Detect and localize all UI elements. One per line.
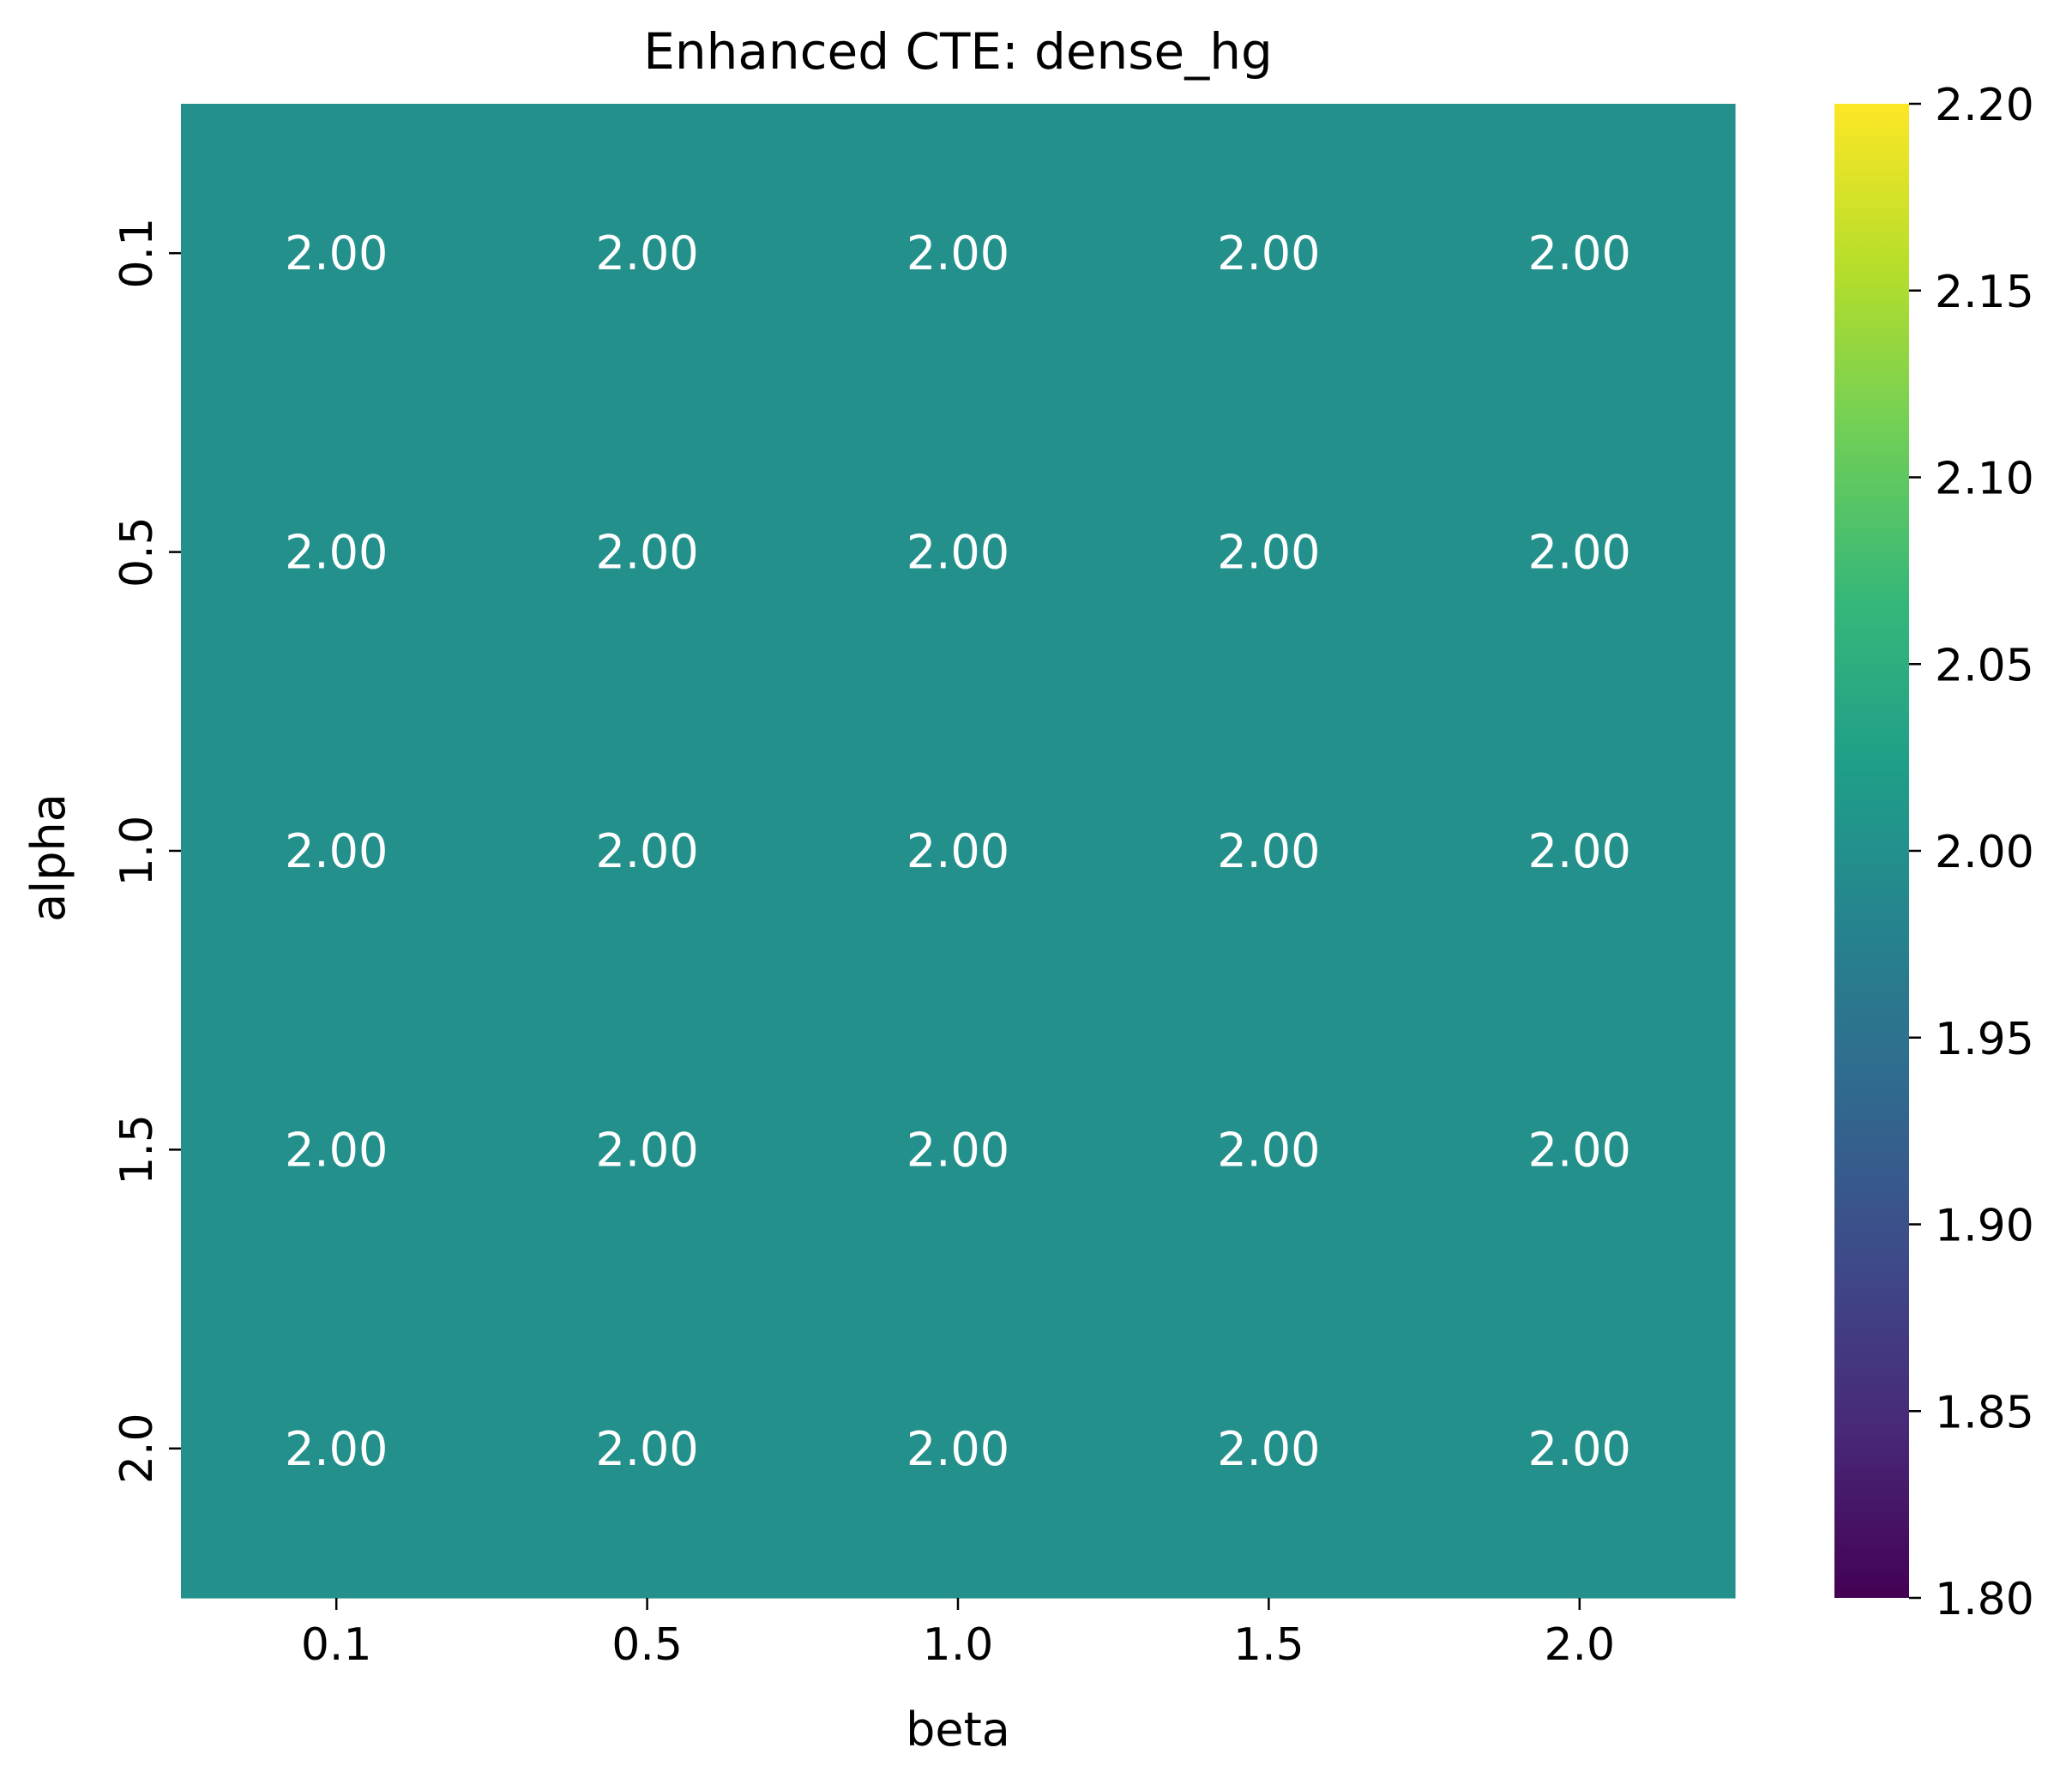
x-tick-label: 1.5: [1233, 1619, 1304, 1671]
heatmap-cell: [1113, 1299, 1425, 1599]
colorbar-tick-label: 2.10: [1935, 454, 2034, 505]
x-tick-label: 0.1: [301, 1619, 372, 1671]
x-tick-label: 1.0: [923, 1619, 994, 1671]
heatmap-cell: [802, 701, 1114, 1001]
x-tick-label: 2.0: [1544, 1619, 1615, 1671]
cell-value-label: 2.00: [906, 1123, 1009, 1177]
heatmap-cell: [802, 402, 1114, 702]
cell-value-label: 2.00: [1217, 226, 1320, 280]
x-tick-label: 0.5: [611, 1619, 683, 1671]
x-axis-ticks: 0.1 0.5 1.0 1.5 2.0: [301, 1598, 1615, 1671]
heatmap-cell: [181, 402, 492, 702]
colorbar-ticks: 1.80 1.85 1.90 1.95 2.00 2.05 2.10 2.15 2.20: [1909, 80, 2034, 1625]
cell-value-label: 2.00: [595, 226, 698, 280]
y-axis-label: alpha: [21, 793, 75, 922]
heatmap-cell: [802, 104, 1114, 403]
cell-value-label: 2.00: [285, 1123, 388, 1177]
cell-value-label: 2.00: [906, 824, 1009, 878]
colorbar-tick-label: 2.05: [1935, 640, 2034, 691]
cell-value-label: 2.00: [595, 1123, 698, 1177]
heatmap-cells: [181, 104, 1736, 1599]
chart-title: Enhanced CTE: dense_hg: [643, 22, 1273, 81]
cell-labels: 2.00 2.00 2.00 2.00 2.00 2.00 2.00 2.00 2.00 2.00…: [285, 226, 1631, 1476]
heatmap-cell: [491, 104, 804, 403]
cell-value-label: 2.00: [1217, 1123, 1320, 1177]
cell-value-label: 2.00: [1528, 824, 1631, 878]
heatmap-cell: [1424, 104, 1736, 403]
cell-value-label: 2.00: [1528, 226, 1631, 280]
cell-value-label: 2.00: [595, 1422, 698, 1476]
heatmap-cell: [181, 104, 492, 403]
cell-value-label: 2.00: [1528, 526, 1631, 580]
cell-value-label: 2.00: [285, 824, 388, 878]
y-tick-label: 0.5: [111, 516, 163, 588]
y-tick-label: 1.0: [111, 816, 163, 887]
cell-value-label: 2.00: [906, 226, 1009, 280]
heatmap-cell: [1113, 701, 1425, 1001]
x-axis-label: beta: [906, 1703, 1010, 1757]
heatmap-cell: [1424, 701, 1736, 1001]
cell-value-label: 2.00: [1217, 526, 1320, 580]
colorbar: [1834, 104, 1909, 1598]
cell-value-label: 2.00: [1528, 1123, 1631, 1177]
cell-value-label: 2.00: [285, 226, 388, 280]
heatmap-cell: [1113, 402, 1425, 702]
heatmap-cell: [181, 1000, 492, 1300]
heatmap-cell: [1424, 1000, 1736, 1300]
heatmap-cell: [1424, 402, 1736, 702]
cell-value-label: 2.00: [906, 1422, 1009, 1476]
colorbar-tick-label: 2.20: [1935, 80, 2034, 131]
heatmap-cell: [181, 701, 492, 1001]
y-tick-label: 1.5: [111, 1114, 163, 1185]
colorbar-tick-label: 1.80: [1935, 1574, 2034, 1625]
cell-value-label: 2.00: [906, 526, 1009, 580]
heatmap-cell: [802, 1000, 1114, 1300]
cell-value-label: 2.00: [1217, 824, 1320, 878]
colorbar-tick-label: 2.00: [1935, 827, 2034, 878]
heatmap-cell: [1113, 1000, 1425, 1300]
cell-value-label: 2.00: [1217, 1422, 1320, 1476]
cell-value-label: 2.00: [285, 1422, 388, 1476]
y-axis-ticks: 0.1 0.5 1.0 1.5 2.0: [111, 218, 181, 1484]
y-tick-label: 0.1: [111, 218, 163, 289]
heatmap-cell: [1113, 104, 1425, 403]
heatmap-cell: [491, 1000, 804, 1300]
colorbar-tick-label: 2.15: [1935, 267, 2034, 318]
heatmap-cell: [491, 1299, 804, 1599]
colorbar-tick-label: 1.90: [1935, 1201, 2034, 1252]
y-tick-label: 2.0: [111, 1413, 163, 1484]
cell-value-label: 2.00: [285, 526, 388, 580]
cell-value-label: 2.00: [595, 526, 698, 580]
colorbar-tick-label: 1.95: [1935, 1014, 2034, 1065]
cell-value-label: 2.00: [1528, 1422, 1631, 1476]
heatmap-cell: [491, 402, 804, 702]
heatmap-cell: [802, 1299, 1114, 1599]
cell-value-label: 2.00: [595, 824, 698, 878]
heatmap-cell: [491, 701, 804, 1001]
heatmap-cell: [181, 1299, 492, 1599]
heatmap-cell: [1424, 1299, 1736, 1599]
colorbar-tick-label: 1.85: [1935, 1387, 2034, 1438]
